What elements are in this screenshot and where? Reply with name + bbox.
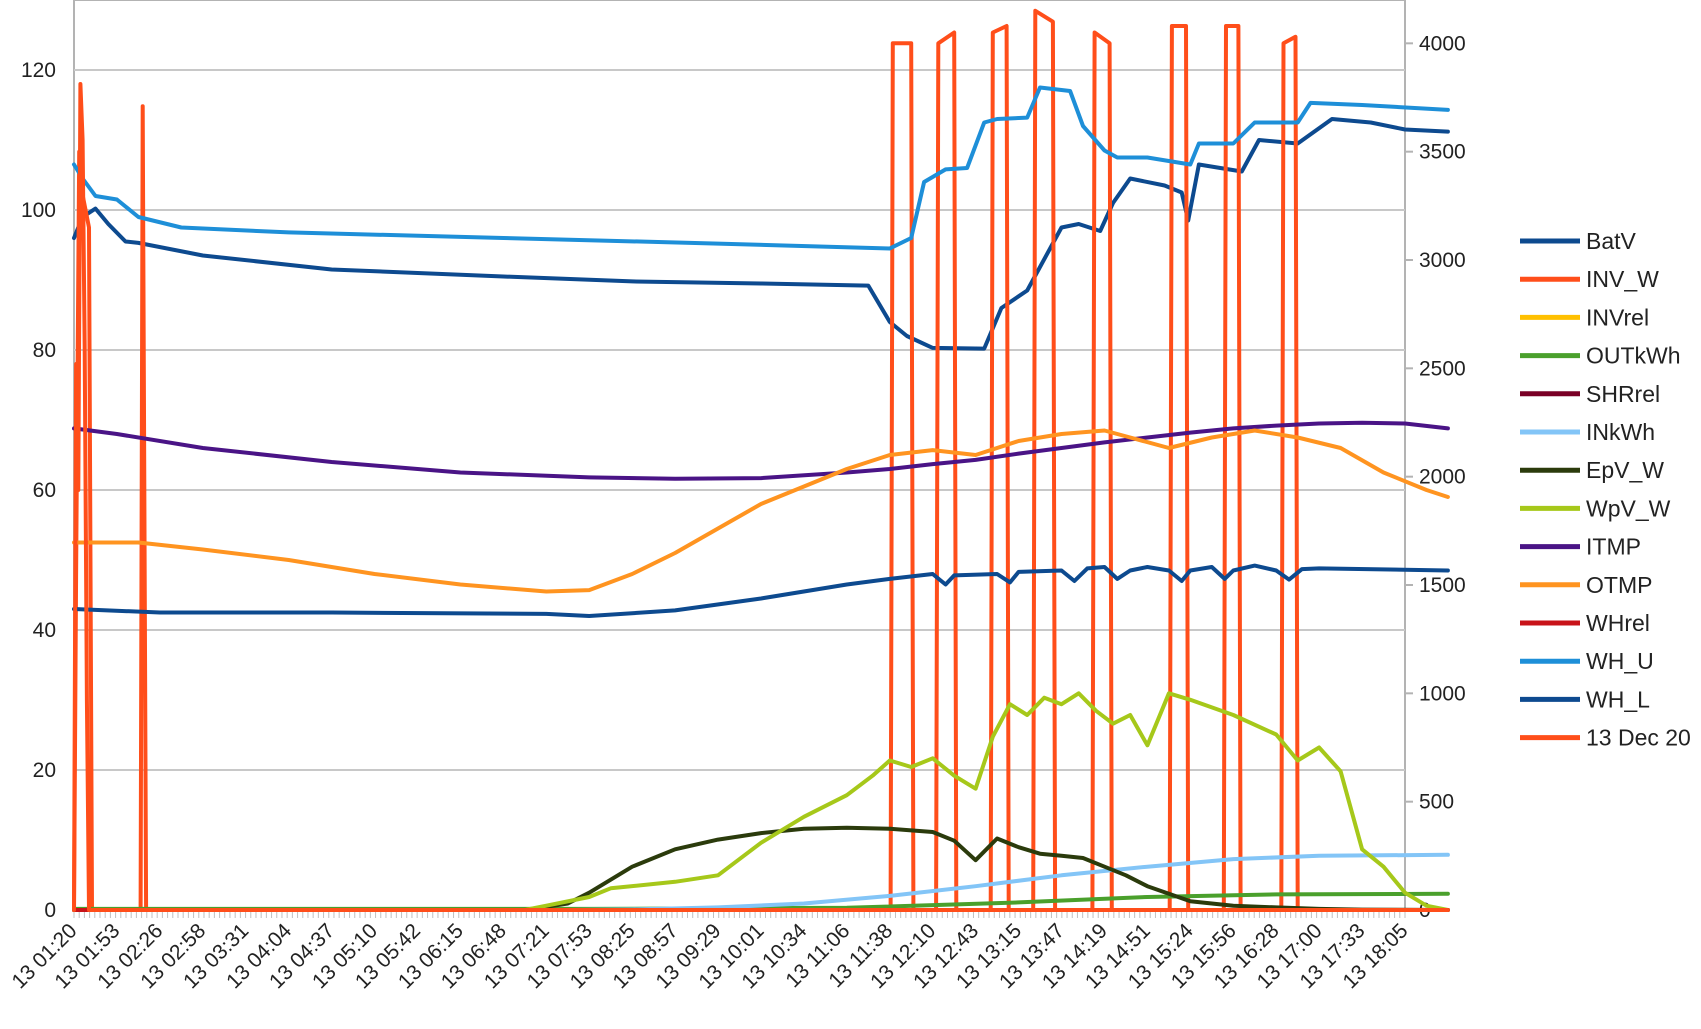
right-axis-tick-label: 2000	[1419, 466, 1466, 489]
series-line-wh-u	[72, 85, 1450, 251]
right-axis-tick-label: 3500	[1419, 141, 1466, 164]
left-axis-tick-label: 60	[33, 479, 56, 502]
legend-label: OUTkWh	[1586, 343, 1681, 369]
legend-label: EpV_W	[1586, 457, 1664, 483]
left-axis-tick-label: 80	[33, 339, 56, 362]
legend-label: WHrel	[1586, 610, 1650, 636]
legend-label: BatV	[1586, 228, 1637, 254]
legend-label: OTMP	[1586, 572, 1652, 598]
right-axis-tick-label: 500	[1419, 791, 1454, 814]
left-axis-tick-label: 40	[33, 619, 56, 642]
series-line-13-dec-20	[72, 82, 1450, 912]
left-axis-tick-label: 20	[33, 759, 56, 782]
series-line-itmp	[72, 420, 1450, 481]
legend-label: INVrel	[1586, 304, 1649, 330]
legend-label: WH_L	[1586, 686, 1650, 712]
series-line-epv-w	[72, 825, 1450, 912]
legend-label: WH_U	[1586, 648, 1654, 674]
right-axis-tick-label: 1500	[1419, 574, 1466, 597]
series-line-otmp	[72, 428, 1450, 594]
right-axis-tick-label: 4000	[1419, 32, 1466, 55]
legend-label: WpV_W	[1586, 495, 1671, 521]
legend-label: ITMP	[1586, 534, 1641, 560]
legend-label: SHRrel	[1586, 381, 1660, 407]
series-line-wh-l	[72, 563, 1450, 618]
left-axis-tick-label: 100	[21, 199, 56, 222]
legend-label: 13 Dec 20	[1586, 725, 1691, 751]
series-line-batv	[72, 117, 1450, 351]
right-axis-tick-label: 3000	[1419, 249, 1466, 272]
right-axis-tick-label: 2500	[1419, 357, 1466, 380]
left-axis-tick-label: 120	[21, 59, 56, 82]
left-axis-tick-label: 0	[44, 899, 56, 922]
legend-label: INV_W	[1586, 266, 1659, 292]
legend-label: INkWh	[1586, 419, 1655, 445]
right-axis-tick-label: 1000	[1419, 682, 1466, 705]
series-line-inv-w	[72, 8, 1450, 912]
series-line-wpv-w	[72, 691, 1450, 912]
